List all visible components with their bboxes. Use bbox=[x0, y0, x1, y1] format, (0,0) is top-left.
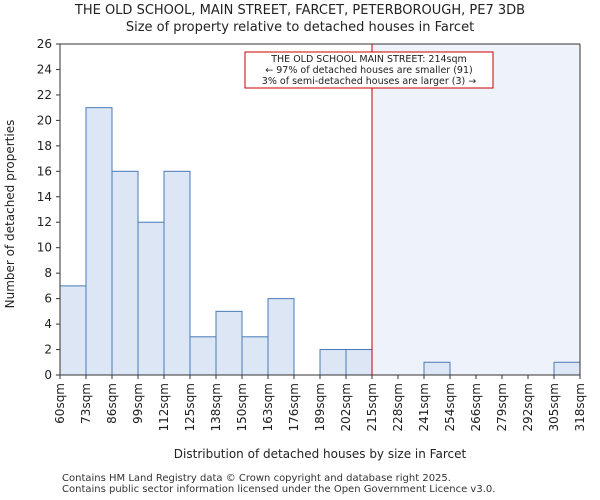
x-tick-label-189sqm: 189sqm bbox=[313, 383, 327, 431]
y-axis-title: Number of detached properties bbox=[3, 120, 17, 309]
bar-305sqm bbox=[553, 361, 581, 376]
annotation-line-2: ← 97% of detached houses are smaller (91… bbox=[265, 65, 472, 76]
bar-241sqm bbox=[423, 361, 451, 376]
bar-99sqm bbox=[137, 221, 165, 376]
annotation-line-1: THE OLD SCHOOL MAIN STREET: 214sqm bbox=[270, 54, 467, 65]
x-tick-label-125sqm: 125sqm bbox=[183, 383, 197, 431]
y-tick-label-18: 18 bbox=[37, 139, 52, 153]
x-tick-label-99sqm: 99sqm bbox=[131, 383, 145, 424]
larger-region bbox=[372, 44, 580, 375]
footer: Contains HM Land Registry data © Crown c… bbox=[62, 473, 495, 495]
x-tick-label-266sqm: 266sqm bbox=[469, 383, 483, 431]
x-tick-label-176sqm: 176sqm bbox=[287, 383, 301, 431]
x-tick-label-202sqm: 202sqm bbox=[339, 383, 353, 431]
x-tick-label-73sqm: 73sqm bbox=[79, 383, 93, 424]
y-tick-label-16: 16 bbox=[37, 164, 52, 178]
y-tick-label-26: 26 bbox=[37, 37, 52, 51]
y-tick-label-4: 4 bbox=[44, 317, 52, 331]
x-tick-label-150sqm: 150sqm bbox=[235, 383, 249, 431]
y-tick-label-0: 0 bbox=[44, 368, 52, 382]
bar-86sqm bbox=[111, 170, 139, 376]
x-tick-label-254sqm: 254sqm bbox=[443, 383, 457, 431]
x-tick-label-112sqm: 112sqm bbox=[157, 383, 171, 431]
x-tick-label-60sqm: 60sqm bbox=[53, 383, 67, 424]
annotation-box bbox=[244, 51, 494, 89]
bar-73sqm bbox=[85, 107, 113, 376]
bar-202sqm bbox=[345, 349, 373, 376]
y-tick-label-22: 22 bbox=[37, 88, 52, 102]
y-tick-label-12: 12 bbox=[37, 215, 52, 229]
x-tick-label-292sqm: 292sqm bbox=[521, 383, 535, 431]
y-tick-label-20: 20 bbox=[37, 113, 52, 127]
bar-112sqm bbox=[163, 170, 191, 376]
x-tick-label-163sqm: 163sqm bbox=[261, 383, 275, 431]
footer-line-1: Contains HM Land Registry data © Crown c… bbox=[62, 473, 451, 484]
x-tick-label-305sqm: 305sqm bbox=[547, 383, 561, 431]
x-tick-label-215sqm: 215sqm bbox=[365, 383, 379, 431]
y-tick-label-14: 14 bbox=[37, 190, 52, 204]
y-tick-label-8: 8 bbox=[44, 266, 52, 280]
chart-title: THE OLD SCHOOL, MAIN STREET, FARCET, PET… bbox=[74, 3, 526, 18]
x-axis-title: Distribution of detached houses by size … bbox=[174, 447, 467, 461]
x-tick-label-318sqm: 318sqm bbox=[573, 383, 587, 431]
x-tick-label-138sqm: 138sqm bbox=[209, 383, 223, 431]
footer-line-2: Contains public sector information licen… bbox=[62, 484, 496, 495]
bar-150sqm bbox=[241, 336, 269, 376]
y-tick-label-2: 2 bbox=[44, 343, 52, 357]
bar-138sqm bbox=[215, 310, 243, 376]
bar-125sqm bbox=[189, 336, 217, 376]
x-tick-label-228sqm: 228sqm bbox=[391, 383, 405, 431]
y-tick-label-10: 10 bbox=[37, 241, 52, 255]
y-tick-label-24: 24 bbox=[37, 62, 52, 76]
bar-163sqm bbox=[267, 298, 295, 376]
chart-subtitle: Size of property relative to detached ho… bbox=[125, 20, 475, 35]
chart-title-block: THE OLD SCHOOL, MAIN STREET, FARCET, PET… bbox=[0, 2, 600, 36]
annotation-line-3: 3% of semi-detached houses are larger (3… bbox=[262, 76, 476, 87]
x-tick-label-86sqm: 86sqm bbox=[105, 383, 119, 424]
bar-189sqm bbox=[319, 349, 347, 376]
bar-60sqm bbox=[59, 285, 87, 376]
x-tick-label-279sqm: 279sqm bbox=[495, 383, 509, 431]
x-tick-label-241sqm: 241sqm bbox=[417, 383, 431, 431]
y-tick-label-6: 6 bbox=[44, 292, 52, 306]
